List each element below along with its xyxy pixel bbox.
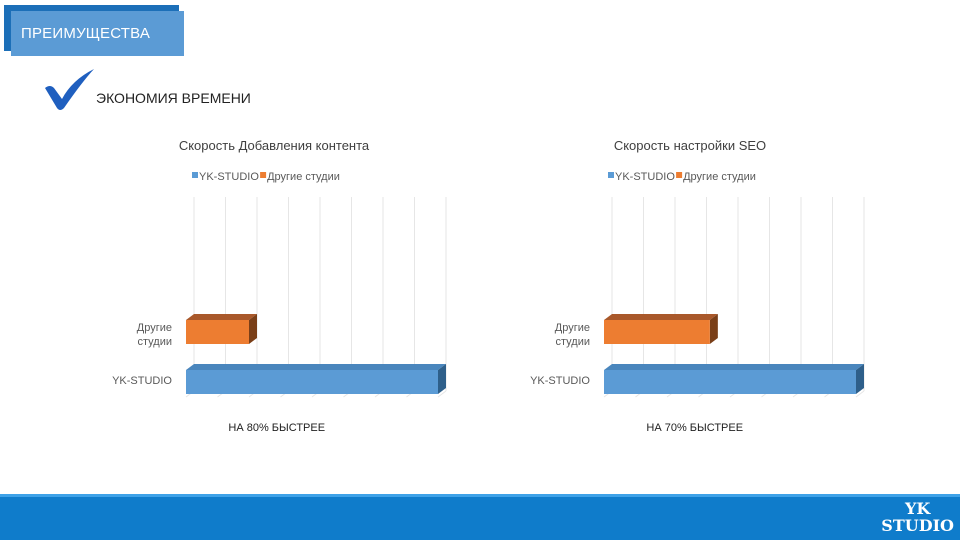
legend-swatch	[608, 172, 614, 178]
floor-line	[855, 390, 865, 398]
legend-label: Другие студии	[683, 171, 756, 183]
logo-line1: YK	[904, 499, 931, 518]
footer-bar	[0, 497, 960, 540]
bar-top	[186, 364, 446, 370]
category-label: Другие	[137, 322, 172, 334]
footer-accent	[0, 494, 960, 497]
legend-label: YK-STUDIO	[199, 171, 259, 183]
logo-line2: STUDIO	[881, 516, 954, 535]
bar-side	[438, 364, 446, 394]
legend-swatch	[676, 172, 683, 178]
chart-title: Скорость Добавления контента	[179, 138, 370, 153]
category-label: YK-STUDIO	[112, 375, 172, 387]
page-subtitle: ЭКОНОМИЯ ВРЕМЕНИ	[96, 90, 251, 106]
bar-side	[249, 314, 257, 344]
category-label: YK-STUDIO	[530, 375, 590, 387]
bar-side	[856, 364, 864, 394]
bar-side	[709, 314, 718, 344]
bar-top	[604, 314, 718, 320]
chart-annotation: НА 70% БЫСТРЕЕ	[646, 422, 743, 434]
bar	[186, 370, 438, 394]
checkmark-icon	[45, 69, 94, 110]
legend-swatch	[192, 172, 198, 178]
bar	[186, 320, 249, 344]
section-badge: ПРЕИМУЩЕСТВА	[11, 11, 184, 56]
chart-title: Скорость настройки SEO	[614, 138, 766, 153]
chart-annotation: НА 80% БЫСТРЕЕ	[228, 422, 325, 434]
legend-swatch	[260, 172, 267, 178]
bar-top	[186, 314, 257, 320]
category-label: Другие	[555, 322, 590, 334]
brand-logo: YK STUDIO	[881, 500, 954, 534]
bar-top	[604, 364, 864, 370]
charts-area: Скорость Добавления контента YK-STUDIO Дру…	[112, 138, 865, 434]
floor-line	[437, 390, 447, 398]
bar	[604, 320, 710, 344]
legend-label: YK-STUDIO	[615, 171, 675, 183]
legend-label: Другие студии	[267, 171, 340, 183]
category-label: студии	[137, 336, 172, 348]
category-label: студии	[555, 336, 590, 348]
bar	[604, 370, 856, 394]
